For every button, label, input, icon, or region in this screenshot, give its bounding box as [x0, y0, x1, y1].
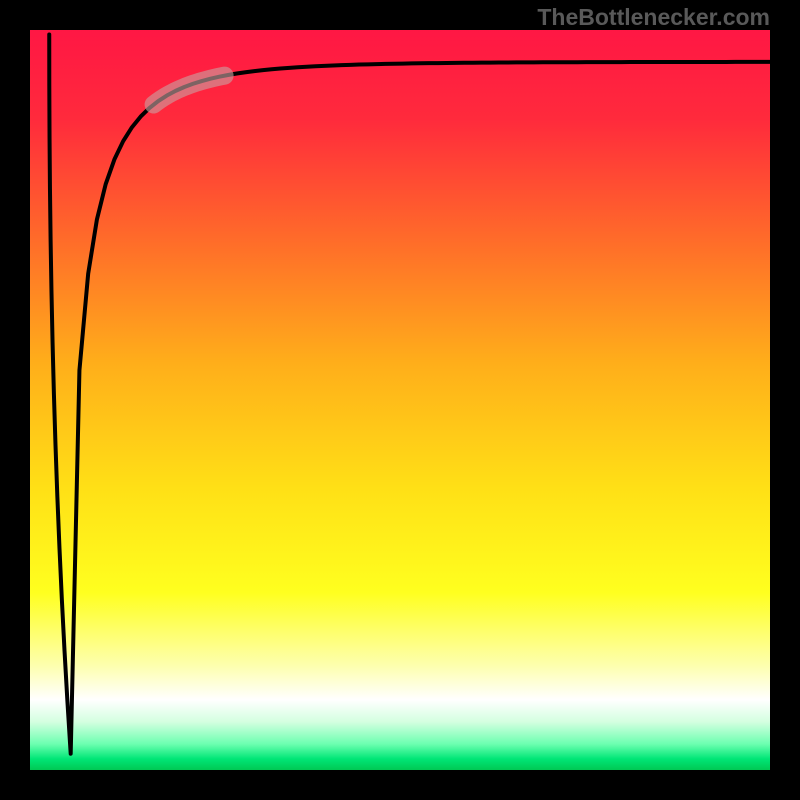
highlight-segment	[154, 76, 225, 105]
curve-layer	[0, 0, 800, 800]
watermark-text: TheBottlenecker.com	[537, 4, 770, 31]
chart-container: TheBottlenecker.com	[0, 0, 800, 800]
bottleneck-curve	[49, 34, 770, 753]
